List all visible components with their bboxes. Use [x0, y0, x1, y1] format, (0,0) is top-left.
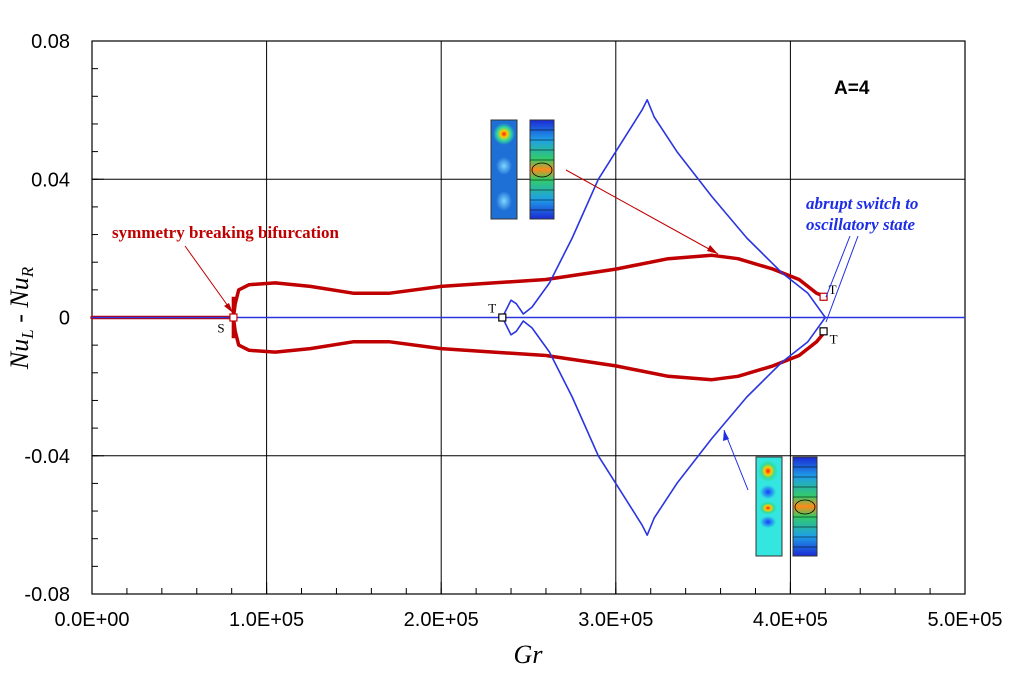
point-marker — [498, 313, 507, 322]
point-marker — [229, 313, 238, 322]
x-tick-label: 0.0E+00 — [54, 609, 129, 631]
series-line-2 — [231, 315, 828, 382]
annotation-abrupt-switch: abrupt switch to oscillatory state — [806, 194, 918, 323]
point-marker — [819, 327, 828, 336]
inset-upper — [490, 119, 555, 220]
y-tick-label: 0 — [59, 308, 70, 330]
y-tick-label: -0.04 — [24, 446, 70, 468]
symmetry-breaking-label: symmetry breaking bifurcation — [112, 223, 340, 242]
x-axis-title: Gr — [514, 640, 544, 669]
inset-lower — [755, 456, 818, 557]
y-tick-label: -0.08 — [24, 584, 70, 606]
x-tick-label: 5.0E+05 — [927, 609, 1002, 631]
point-label: T — [830, 331, 838, 346]
x-tick-label: 3.0E+05 — [578, 609, 653, 631]
inset-upper-arrowhead — [707, 245, 718, 254]
y-axis-title: NuL - NuR — [5, 266, 37, 370]
point-label: S — [217, 321, 224, 336]
series-line-4 — [501, 99, 827, 319]
y-tick-label: 0.08 — [31, 31, 70, 53]
point-label: T — [829, 282, 837, 297]
series-line-5 — [501, 316, 827, 536]
annotation-symmetry-breaking: symmetry breaking bifurcation — [112, 223, 340, 314]
inset-upper-pointer — [565, 169, 719, 255]
x-tick-label: 1.0E+05 — [229, 609, 304, 631]
inset-lower-arrowhead — [723, 430, 729, 441]
panel-label: A=4 — [834, 78, 870, 99]
inset-lower-pointer — [723, 429, 749, 491]
x-tick-label: 2.0E+05 — [404, 609, 479, 631]
point-label: T — [488, 301, 496, 316]
abrupt-switch-line2: oscillatory state — [806, 215, 916, 234]
x-tick-label: 4.0E+05 — [753, 609, 828, 631]
series-line-1 — [231, 253, 828, 320]
y-tick-label: 0.04 — [31, 169, 70, 191]
point-marker — [819, 292, 828, 301]
abrupt-switch-line1: abrupt switch to — [806, 194, 918, 213]
